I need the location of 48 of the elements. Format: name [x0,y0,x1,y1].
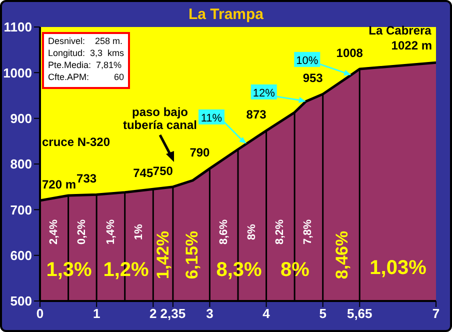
data-label: 1008 [336,46,364,60]
annotation: 1,4% [105,219,117,245]
data-label: 720 m [42,178,76,192]
annotation: Desnivel: 258 m. [48,36,123,46]
x-tick-label: 4 [262,306,271,322]
annotation: 10% [296,54,318,67]
y-tick-label: 1000 [3,65,32,80]
x-tick-label: 5,65 [346,306,372,322]
annotation: 8% [246,224,258,240]
x-tick-label: 3 [206,306,214,322]
annotation: 8,46% [332,230,352,280]
x-tick-label: 2 [150,306,157,322]
data-label: 733 [76,172,97,186]
x-tick-label: 0 [36,306,44,322]
annotation: cruce N-320 [42,135,110,149]
data-label: 745 [133,166,154,180]
y-tick-label: 700 [10,202,32,218]
annotation: 12% [252,87,276,100]
annotation: La Cabrera [368,24,432,38]
annotation: 2,4% [48,219,60,245]
y-tick-label: 1100 [4,20,32,35]
x-tick-label: 1 [92,306,100,322]
annotation: 1% [133,224,145,240]
annotation: Longitud: 3,3 kms [48,48,125,58]
data-label: 1022 m [391,38,432,53]
y-tick-label: 600 [10,248,32,263]
x-tick-label: 7 [432,306,440,322]
data-label: 750 [152,164,174,178]
y-tick-label: 500 [10,294,32,309]
annotation: 7,8% [302,219,314,245]
annotation: 1,03% [370,257,427,279]
annotation: paso bajo tubería canal [122,105,198,132]
data-label: 790 [190,146,210,160]
y-tick-label: 900 [10,110,32,126]
annotation: 8,6% [218,219,230,245]
chart-title: La Trampa [188,6,264,23]
annotation: 11% [200,112,222,124]
annotation: 6,15% [182,230,202,280]
annotation: Pte.Media: 7,81% [48,60,122,70]
y-tick-label: 800 [10,156,32,172]
annotation: Cfte.APM: 60 [48,72,124,82]
annotation: 8,2% [274,219,286,245]
annotation: 1,42% [154,230,172,280]
annotation: 0,2% [76,219,88,245]
data-label: 873 [246,108,267,122]
x-tick-label: 2,35 [160,306,186,322]
data-label: 953 [302,71,324,86]
x-tick-label: 5 [319,306,326,322]
